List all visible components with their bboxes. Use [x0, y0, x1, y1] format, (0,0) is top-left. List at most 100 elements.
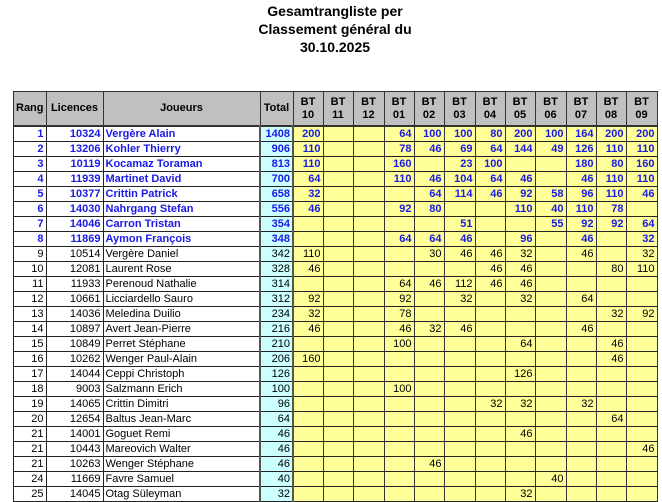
score-cell-bt-01 [383, 351, 415, 367]
score-cell-bt-07: 164 [565, 125, 597, 142]
header-rang: Rang [13, 91, 47, 127]
total-cell: 206 [259, 351, 294, 367]
score-cell-bt-10 [292, 366, 324, 382]
score-cell-bt-01: 64 [383, 276, 415, 292]
table-row: 6 14030 Nahrgang Stefan 556 46 92 80 110 40 110 78 [13, 201, 658, 217]
score-cell-bt-08: 110 [595, 171, 627, 187]
player-name-cell: Aymon François [102, 231, 261, 247]
score-cell-bt-11 [322, 261, 354, 277]
score-cell-bt-08: 80 [595, 156, 627, 172]
score-cell-bt-12 [352, 141, 385, 157]
score-cell-bt-06 [534, 426, 567, 442]
score-cell-bt-10 [292, 441, 324, 457]
header-bt-11: BT 11 [322, 91, 354, 127]
total-cell: 342 [259, 246, 294, 262]
score-cell-bt-09 [625, 201, 658, 217]
header-bt-label: BT [573, 95, 589, 108]
score-cell-bt-06 [534, 396, 567, 412]
score-cell-bt-05: 200 [504, 125, 536, 142]
score-cell-bt-01: 110 [383, 171, 415, 187]
score-cell-bt-02: 64 [413, 186, 445, 202]
licence-cell: 10377 [45, 186, 104, 202]
header-licences: Licences [45, 91, 104, 127]
licence-cell: 10514 [45, 246, 104, 262]
rank-cell: 4 [13, 171, 47, 187]
licence-cell: 10849 [45, 336, 104, 352]
total-cell: 813 [259, 156, 294, 172]
total-cell: 328 [259, 261, 294, 277]
score-cell-bt-08 [595, 456, 627, 472]
score-cell-bt-12 [352, 171, 385, 187]
score-cell-bt-03: 51 [443, 216, 476, 232]
score-cell-bt-12 [352, 336, 385, 352]
rank-cell: 16 [13, 351, 47, 367]
score-cell-bt-02 [413, 291, 445, 307]
score-cell-bt-09: 92 [625, 306, 658, 322]
score-cell-bt-08 [595, 471, 627, 487]
licence-cell: 11933 [45, 276, 104, 292]
score-cell-bt-01: 92 [383, 201, 415, 217]
total-cell: 64 [259, 411, 294, 427]
score-cell-bt-05: 92 [504, 186, 536, 202]
score-cell-bt-08: 64 [595, 411, 627, 427]
total-cell: 46 [259, 426, 294, 442]
score-cell-bt-10 [292, 216, 324, 232]
licence-cell: 14001 [45, 426, 104, 442]
score-cell-bt-01 [383, 426, 415, 442]
score-cell-bt-07: 46 [565, 231, 597, 247]
rank-cell: 15 [13, 336, 47, 352]
score-cell-bt-12 [352, 291, 385, 307]
header-bt-06: BT 06 [534, 91, 567, 127]
header-bt-label: BT [361, 95, 376, 108]
header-bt-number: 06 [544, 108, 557, 121]
score-cell-bt-06 [534, 351, 567, 367]
table-row: 21 10263 Wenger Stéphane 46 46 [13, 456, 658, 472]
score-cell-bt-06: 40 [534, 201, 567, 217]
score-cell-bt-02: 46 [413, 276, 445, 292]
rank-cell: 14 [13, 321, 47, 337]
score-cell-bt-01 [383, 471, 415, 487]
score-cell-bt-01: 100 [383, 336, 415, 352]
score-cell-bt-10: 64 [292, 171, 324, 187]
player-name-cell: Crittin Dimitri [102, 396, 261, 412]
score-cell-bt-08: 92 [595, 216, 627, 232]
score-cell-bt-05 [504, 156, 536, 172]
table-row: 2 13206 Kohler Thierry 906 110 78 46 69 64 144 49 1… [13, 141, 658, 157]
score-cell-bt-08 [595, 486, 627, 502]
rank-cell: 17 [13, 366, 47, 382]
header-bt-label: BT [300, 95, 316, 108]
score-cell-bt-04: 100 [474, 156, 506, 172]
player-name-cell: Crittin Patrick [102, 186, 261, 202]
player-name-cell: Wenger Paul-Alain [102, 351, 261, 367]
score-cell-bt-05 [504, 471, 536, 487]
header-joueurs: Joueurs [102, 91, 261, 127]
score-cell-bt-04 [474, 471, 506, 487]
score-cell-bt-02 [413, 396, 445, 412]
rank-cell: 18 [13, 381, 47, 397]
score-cell-bt-05 [504, 411, 536, 427]
score-cell-bt-05: 46 [504, 426, 536, 442]
score-cell-bt-11 [322, 456, 354, 472]
score-cell-bt-08: 46 [595, 351, 627, 367]
player-name-cell: Carron Tristan [102, 216, 261, 232]
score-cell-bt-12 [352, 186, 385, 202]
score-cell-bt-10 [292, 486, 324, 502]
score-cell-bt-05: 126 [504, 366, 536, 382]
score-cell-bt-09 [625, 381, 658, 397]
score-cell-bt-03 [443, 306, 476, 322]
licence-cell: 12654 [45, 411, 104, 427]
table-row: 5 10377 Crittin Patrick 658 32 64 114 46 92 58 96 1… [13, 186, 658, 202]
score-cell-bt-12 [352, 426, 385, 442]
header-bt-07: BT 07 [565, 91, 597, 127]
rank-cell: 10 [13, 261, 47, 277]
score-cell-bt-03: 23 [443, 156, 476, 172]
table-body: 1 10324 Vergère Alain 1408 200 64 100 100 80 200 1… [13, 125, 658, 502]
score-cell-bt-05: 32 [504, 291, 536, 307]
score-cell-bt-05 [504, 441, 536, 457]
score-cell-bt-06: 49 [534, 141, 567, 157]
table-row: 21 10443 Mareovich Walter 46 46 [13, 441, 658, 457]
score-cell-bt-03 [443, 366, 476, 382]
total-cell: 46 [259, 441, 294, 457]
score-cell-bt-11 [322, 351, 354, 367]
score-cell-bt-07 [565, 306, 597, 322]
